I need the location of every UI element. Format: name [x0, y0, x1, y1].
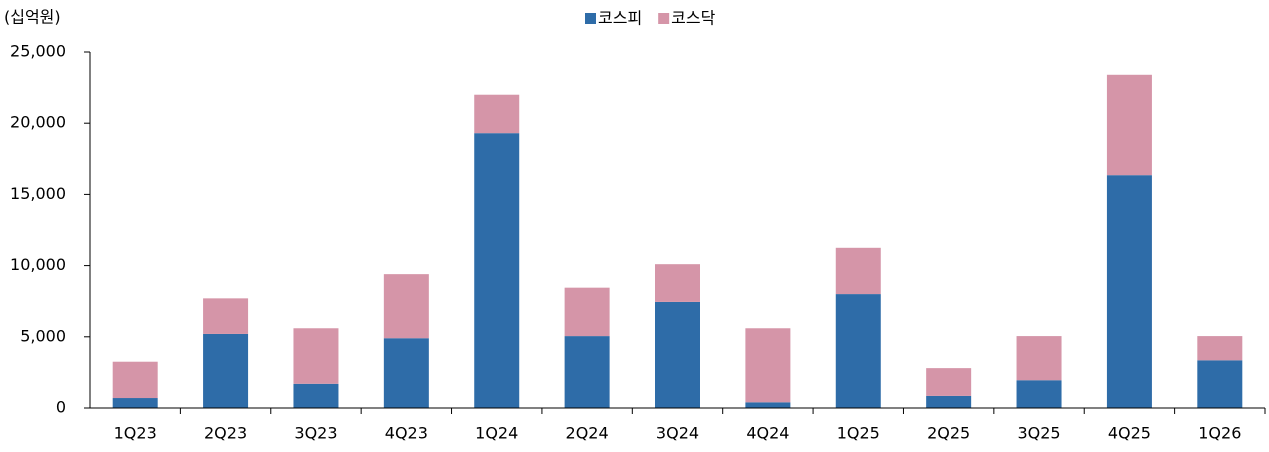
x-tick-label: 4Q23: [385, 424, 428, 443]
bar: [926, 395, 972, 408]
bar: [655, 301, 700, 408]
y-tick-label: 20,000: [10, 113, 66, 132]
bar: [745, 402, 791, 408]
x-tick-label: 1Q24: [475, 424, 518, 443]
legend-label: 코스닥: [671, 9, 715, 28]
x-tick-label: 4Q24: [746, 424, 789, 443]
x-tick-label: 2Q25: [927, 424, 970, 443]
bar: [926, 368, 972, 396]
bar: [383, 274, 429, 339]
y-tick-label: 0: [56, 398, 66, 417]
bar: [1016, 380, 1062, 408]
x-tick-label: 3Q25: [1017, 424, 1060, 443]
bar: [383, 338, 429, 408]
x-tick-label: 3Q24: [656, 424, 699, 443]
legend-swatch: [658, 13, 670, 24]
legend-swatch: [585, 13, 596, 24]
x-tick-label: 2Q23: [204, 424, 247, 443]
x-tick-label: 1Q26: [1198, 424, 1241, 443]
bar: [655, 264, 700, 302]
bar: [1016, 336, 1062, 381]
x-tick-label: 2Q24: [566, 424, 609, 443]
bar: [745, 328, 791, 403]
y-tick-label: 10,000: [10, 255, 66, 274]
bar: [1106, 175, 1152, 408]
bar: [564, 287, 610, 337]
bar: [474, 94, 520, 134]
bar: [835, 247, 881, 295]
bar: [112, 398, 158, 408]
bar: [203, 298, 249, 334]
bar: [1106, 74, 1152, 176]
bar: [293, 328, 339, 384]
bar: [564, 336, 610, 408]
y-tick-label: 5,000: [20, 326, 66, 345]
y-tick-label: 15,000: [10, 184, 66, 203]
bar: [293, 383, 339, 408]
legend-label: 코스피: [598, 9, 642, 28]
x-tick-label: 1Q25: [837, 424, 880, 443]
bar: [203, 333, 249, 408]
y-tick-label: 25,000: [10, 42, 66, 61]
bar: [1197, 360, 1243, 408]
x-tick-label: 1Q23: [114, 424, 157, 443]
bar: [1197, 336, 1243, 361]
bar: [474, 133, 520, 408]
x-tick-label: 4Q25: [1108, 424, 1151, 443]
bar: [835, 294, 881, 408]
x-tick-label: 3Q23: [294, 424, 337, 443]
y-axis-label: (십억원): [4, 8, 61, 27]
bar: [112, 361, 158, 399]
